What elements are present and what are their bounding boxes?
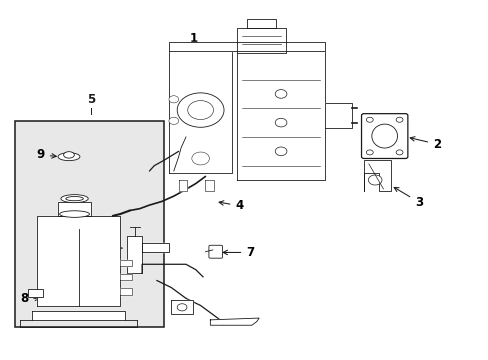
- Polygon shape: [210, 318, 259, 325]
- Polygon shape: [37, 216, 120, 306]
- FancyBboxPatch shape: [208, 245, 222, 258]
- Circle shape: [366, 150, 372, 155]
- FancyBboxPatch shape: [361, 114, 407, 158]
- Polygon shape: [58, 202, 91, 216]
- Polygon shape: [246, 19, 276, 28]
- Circle shape: [168, 96, 178, 103]
- Text: 3: 3: [393, 188, 422, 209]
- Polygon shape: [168, 42, 325, 51]
- Polygon shape: [178, 180, 187, 191]
- Polygon shape: [142, 243, 168, 252]
- Ellipse shape: [371, 124, 397, 148]
- Polygon shape: [363, 160, 390, 191]
- Text: 1: 1: [189, 32, 214, 48]
- Circle shape: [168, 117, 178, 125]
- Ellipse shape: [58, 153, 80, 161]
- Ellipse shape: [63, 152, 74, 158]
- Circle shape: [177, 93, 224, 127]
- Text: 4: 4: [219, 199, 243, 212]
- Polygon shape: [32, 311, 125, 320]
- Circle shape: [366, 117, 372, 122]
- Circle shape: [187, 100, 213, 120]
- Polygon shape: [237, 28, 285, 53]
- Circle shape: [395, 117, 402, 122]
- Bar: [15, 121, 163, 327]
- Polygon shape: [171, 300, 193, 315]
- Polygon shape: [120, 260, 132, 266]
- Bar: [27, 289, 43, 297]
- Circle shape: [275, 90, 286, 98]
- Circle shape: [275, 118, 286, 127]
- Circle shape: [395, 150, 402, 155]
- Ellipse shape: [61, 195, 88, 203]
- Polygon shape: [120, 288, 132, 295]
- Text: 6: 6: [102, 242, 122, 255]
- Text: 2: 2: [409, 137, 440, 150]
- Polygon shape: [237, 51, 325, 180]
- Polygon shape: [168, 47, 232, 173]
- Text: 9: 9: [37, 148, 56, 161]
- Circle shape: [177, 304, 186, 311]
- Polygon shape: [325, 103, 351, 129]
- Text: 8: 8: [20, 292, 40, 305]
- Text: 7: 7: [223, 246, 254, 259]
- Circle shape: [275, 147, 286, 156]
- Text: 5: 5: [86, 93, 95, 106]
- Circle shape: [191, 152, 209, 165]
- Ellipse shape: [66, 197, 83, 201]
- Circle shape: [367, 175, 381, 185]
- Polygon shape: [120, 274, 132, 280]
- Polygon shape: [127, 235, 142, 273]
- Polygon shape: [205, 180, 214, 191]
- Ellipse shape: [60, 211, 89, 217]
